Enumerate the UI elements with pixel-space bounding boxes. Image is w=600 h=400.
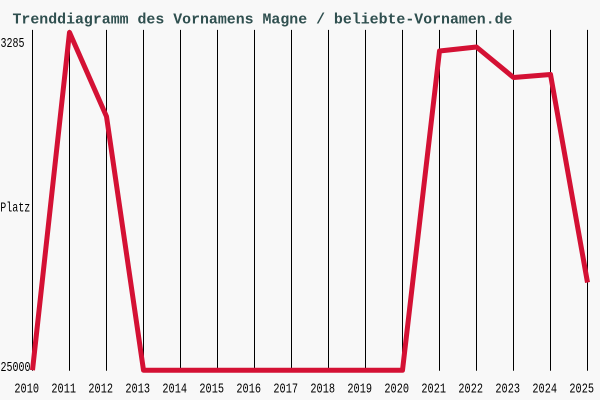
svg-text:Platz: Platz bbox=[0, 201, 30, 217]
svg-text:2014: 2014 bbox=[162, 382, 187, 398]
svg-text:2013: 2013 bbox=[125, 382, 150, 398]
svg-text:Trenddiagramm des Vornamens Ma: Trenddiagramm des Vornamens Magne / beli… bbox=[13, 11, 513, 28]
svg-text:2025: 2025 bbox=[569, 382, 594, 398]
svg-text:2021: 2021 bbox=[421, 382, 446, 398]
svg-text:2017: 2017 bbox=[273, 382, 298, 398]
svg-text:2020: 2020 bbox=[384, 382, 409, 398]
svg-text:2019: 2019 bbox=[347, 382, 372, 398]
svg-text:2012: 2012 bbox=[88, 382, 113, 398]
svg-text:2011: 2011 bbox=[51, 382, 76, 398]
svg-text:2015: 2015 bbox=[199, 382, 224, 398]
svg-text:25000: 25000 bbox=[1, 360, 31, 376]
svg-text:2022: 2022 bbox=[458, 382, 483, 398]
svg-text:2018: 2018 bbox=[310, 382, 335, 398]
svg-text:2023: 2023 bbox=[495, 382, 520, 398]
svg-text:2016: 2016 bbox=[236, 382, 261, 398]
svg-text:2024: 2024 bbox=[532, 382, 557, 398]
svg-text:2010: 2010 bbox=[14, 382, 39, 398]
svg-text:3285: 3285 bbox=[1, 36, 25, 52]
